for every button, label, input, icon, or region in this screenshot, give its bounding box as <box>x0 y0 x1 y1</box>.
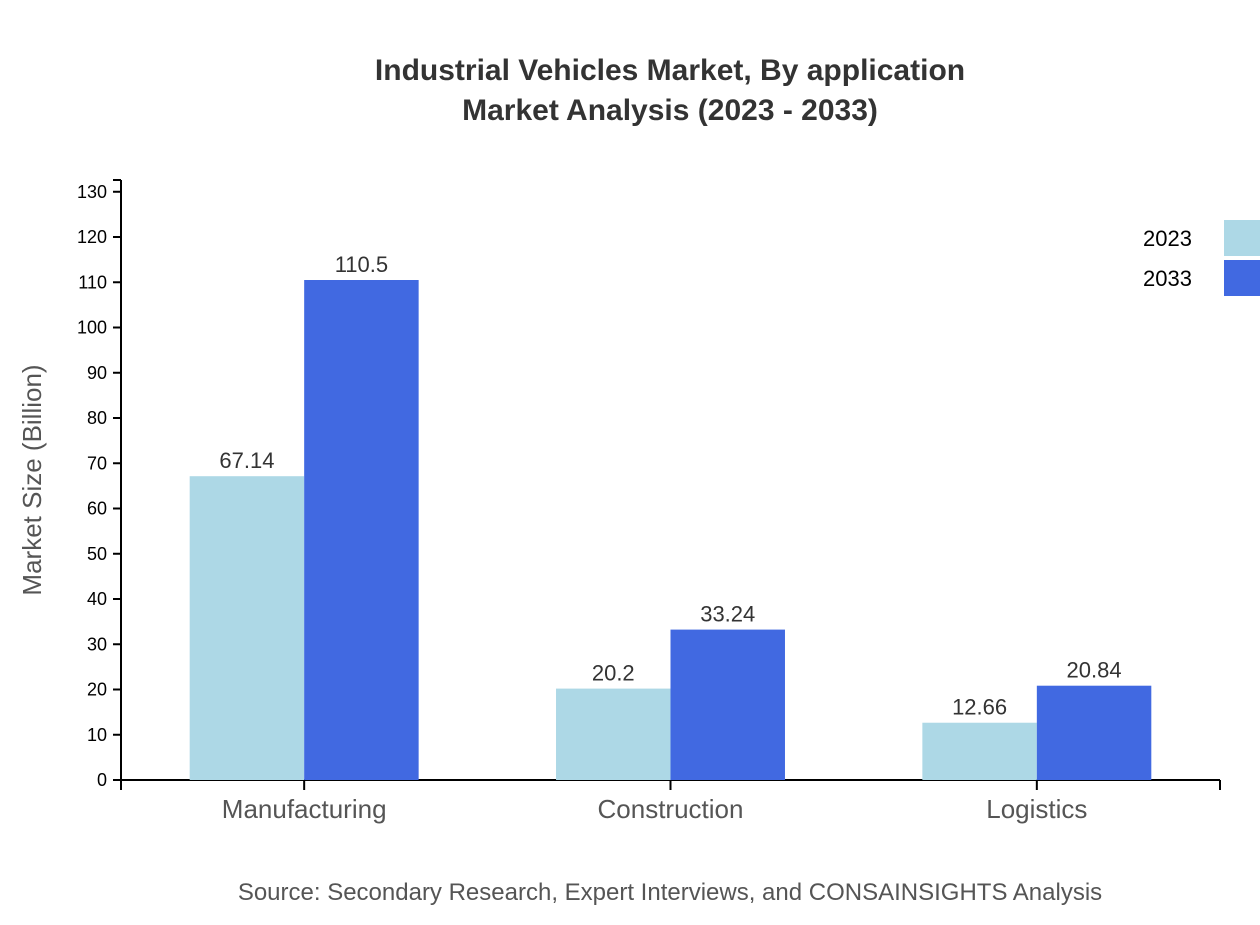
data-label: 12.66 <box>952 695 1007 720</box>
chart-title: Industrial Vehicles Market, By applicati… <box>375 54 965 87</box>
legend-label: 2023 <box>1143 226 1192 251</box>
source-note: Source: Secondary Research, Expert Inter… <box>238 879 1102 906</box>
legend-swatch-2033 <box>1224 260 1260 296</box>
y-tick-label: 40 <box>87 589 107 609</box>
legend-swatch-2023 <box>1224 220 1260 256</box>
chart-subtitle: Market Analysis (2023 - 2033) <box>462 94 878 127</box>
bar-2023-manufacturing <box>189 476 305 780</box>
bars: 67.14 110.5 20.2 33.24 12.66 20.84 <box>189 252 1152 780</box>
x-axis: Manufacturing Construction Logistics <box>120 779 1221 824</box>
y-tick-label: 70 <box>87 453 107 473</box>
legend-label: 2033 <box>1143 266 1192 291</box>
bar-2023-construction <box>556 688 671 780</box>
y-tick-label: 100 <box>77 318 107 338</box>
y-axis: 0 10 20 30 40 50 60 70 80 90 100 110 120 130 <box>77 179 122 790</box>
y-tick-label: 120 <box>77 227 107 247</box>
y-tick-label: 60 <box>87 499 107 519</box>
bar-2033-logistics <box>1036 685 1152 780</box>
bar-2033-manufacturing <box>304 280 419 780</box>
y-tick-label: 130 <box>77 182 107 202</box>
bar-2033-construction <box>670 629 785 780</box>
data-label: 20.84 <box>1067 658 1122 683</box>
x-tick-label: Logistics <box>986 794 1087 824</box>
y-axis-label: Market Size (Billion) <box>17 364 47 595</box>
y-tick-label: 90 <box>87 363 107 383</box>
y-tick-label: 30 <box>87 634 107 654</box>
bar-2023-logistics <box>922 722 1037 780</box>
y-tick-label: 50 <box>87 544 107 564</box>
y-tick-label: 10 <box>87 725 107 745</box>
y-tick-label: 20 <box>87 680 107 700</box>
x-tick-label: Construction <box>598 794 744 824</box>
data-label: 33.24 <box>700 602 755 627</box>
legend: 2023 2033 <box>1143 220 1260 296</box>
y-tick-label: 110 <box>78 272 107 292</box>
data-label: 67.14 <box>219 448 274 473</box>
data-label: 20.2 <box>592 661 635 686</box>
x-tick-label: Manufacturing <box>222 794 387 824</box>
y-tick-label: 0 <box>97 770 107 790</box>
data-label: 110.5 <box>335 252 388 277</box>
y-tick-label: 80 <box>87 408 107 428</box>
